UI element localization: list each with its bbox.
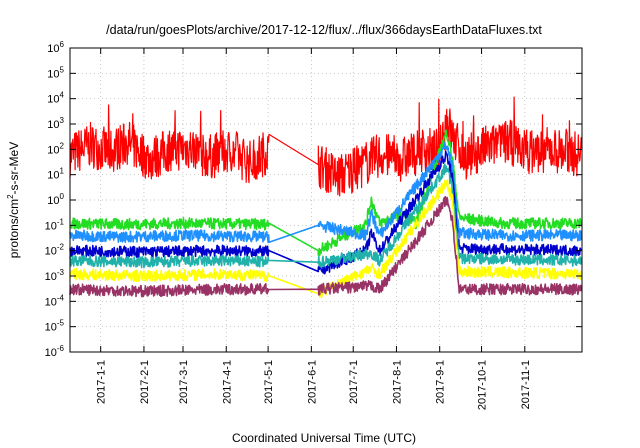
y-tick-label: 10-3 — [45, 268, 65, 283]
x-tick-label: 2017-11-1 — [520, 360, 532, 409]
series-line — [69, 96, 583, 197]
y-tick-label: 101 — [47, 167, 64, 182]
x-tick-label: 2017-3-1 — [178, 360, 190, 404]
series-line — [69, 141, 583, 244]
y-tick-label: 10-4 — [45, 293, 65, 308]
chart-title: /data/run/goesPlots/archive/2017-12-12/f… — [106, 23, 542, 37]
y-tick-label: 105 — [47, 65, 64, 80]
x-tick-label: 2017-7-1 — [348, 360, 360, 404]
series-line — [69, 179, 583, 299]
plot-series — [69, 96, 583, 299]
y-tick-label: 106 — [47, 40, 64, 55]
grid-lines — [70, 47, 582, 353]
x-tick-label: 2017-4-1 — [221, 360, 233, 404]
x-tick-label: 2017-1-1 — [96, 360, 108, 404]
axis-ticks: 10-6 10-5 10-4 10-3 10-2 10-1 100 101 102 103 104 1… — [45, 40, 582, 410]
x-tick-label: 2017-8-1 — [391, 360, 403, 404]
x-tick-label: 2017-10-1 — [477, 360, 489, 410]
x-tick-label: 2017-9-1 — [435, 360, 447, 404]
x-axis-label: Coordinated Universal Time (UTC) — [232, 431, 416, 445]
x-tick-label: 2017-5-1 — [263, 360, 275, 404]
y-tick-label: 103 — [47, 116, 64, 131]
y-tick-label: 104 — [47, 91, 64, 106]
series-line — [69, 195, 583, 298]
x-tick-label: 2017-6-1 — [306, 360, 318, 404]
y-axis-label: protons/cm2-s-sr-MeV — [6, 142, 21, 258]
y-tick-label: 102 — [47, 141, 64, 156]
y-tick-label: 10-6 — [45, 344, 65, 359]
series-line — [69, 163, 582, 269]
x-tick-label: 2017-2-1 — [139, 360, 151, 404]
y-tick-label: 10-5 — [45, 319, 65, 334]
y-tick-label: 10-2 — [45, 243, 65, 258]
y-tick-label: 10-1 — [45, 217, 65, 232]
y-tick-label: 100 — [47, 192, 64, 207]
